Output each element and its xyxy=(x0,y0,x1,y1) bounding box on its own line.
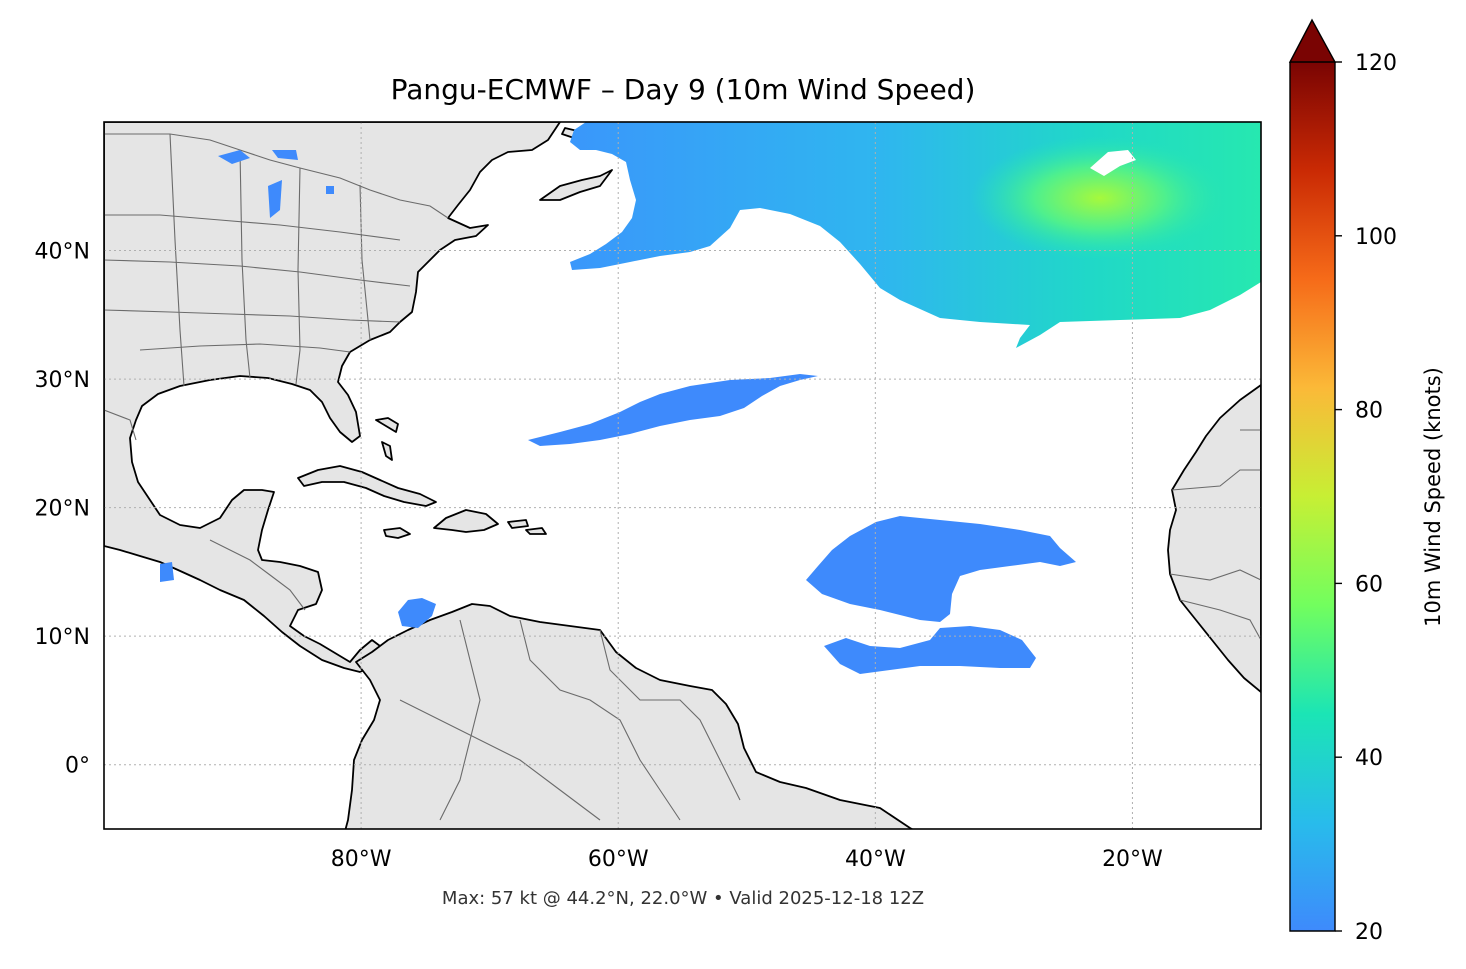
lon-tick-label: 40°W xyxy=(845,847,906,872)
wind-region-great-lakes-2 xyxy=(272,150,298,160)
lat-tick-label: 20°N xyxy=(35,497,90,522)
border-layer xyxy=(104,133,1261,821)
lon-tick-label: 80°W xyxy=(331,847,392,872)
border-mexico xyxy=(104,409,137,441)
map-frame xyxy=(103,121,1262,830)
land-nova-scotia xyxy=(539,169,613,201)
land-puerto-rico xyxy=(507,519,529,529)
colorbar-tick-label: 80 xyxy=(1355,399,1383,424)
colorbar-tick-label: 120 xyxy=(1355,51,1397,76)
land-bahamas-3 xyxy=(525,527,547,535)
colorbar-ticks: 20 40 60 80 100 120 xyxy=(1335,51,1397,945)
land-bahamas xyxy=(375,417,399,433)
border-states-v3 xyxy=(295,167,301,385)
wind-jet-core xyxy=(970,136,1230,260)
border-sa-1 xyxy=(439,619,481,821)
colorbar-gradient xyxy=(1290,62,1335,931)
border-states-v4 xyxy=(359,184,371,341)
land-jamaica xyxy=(383,527,411,539)
land-south-america xyxy=(344,603,914,829)
latitude-labels: 0° 10°N 20°N 30°N 40°N xyxy=(35,240,90,779)
border-sa-4 xyxy=(399,699,601,821)
border-states-v1 xyxy=(169,133,185,387)
wind-calm-hole xyxy=(1090,150,1136,176)
lat-tick-label: 40°N xyxy=(35,240,90,265)
wind-region-great-lakes-3 xyxy=(268,180,282,218)
colorbar-tick-label: 60 xyxy=(1355,572,1383,597)
colorbar-tick-label: 100 xyxy=(1355,225,1397,250)
colorbar-tick-label: 20 xyxy=(1355,920,1383,945)
colorbar-tick-label: 40 xyxy=(1355,746,1383,771)
land-hispaniola xyxy=(433,509,499,533)
border-states-1 xyxy=(104,214,401,241)
land-africa xyxy=(1167,384,1261,693)
longitude-labels: 80°W 60°W 40°W 20°W xyxy=(331,847,1163,872)
border-africa-3 xyxy=(1179,599,1261,641)
lon-tick-label: 60°W xyxy=(588,847,649,872)
max-wind-footnote: Max: 57 kt @ 44.2°N, 22.0°W • Valid 2025… xyxy=(442,888,924,909)
wind-region-trade-south xyxy=(824,626,1036,674)
border-states-v2 xyxy=(239,149,251,379)
wind-field-layer xyxy=(160,122,1261,674)
map-title: Pangu-ECMWF – Day 9 (10m Wind Speed) xyxy=(391,73,976,106)
lat-tick-label: 0° xyxy=(65,754,90,779)
wind-region-subtropical xyxy=(528,374,818,446)
lat-tick-label: 30°N xyxy=(35,368,90,393)
border-africa-1 xyxy=(1171,469,1261,491)
border-states-2 xyxy=(104,259,411,287)
map-area[interactable] xyxy=(104,122,1261,850)
colorbar-frame xyxy=(1289,62,1336,932)
lat-tick-label: 10°N xyxy=(35,625,90,650)
lon-tick-label: 20°W xyxy=(1102,847,1163,872)
border-sa-2 xyxy=(519,619,681,821)
land-cuba xyxy=(297,465,437,507)
border-sa-3 xyxy=(599,629,741,801)
wind-region-great-lakes-4 xyxy=(326,186,334,194)
colorbar-label: 10m Wind Speed (knots) xyxy=(1421,367,1445,627)
wind-region-gulf-pacific xyxy=(160,562,174,582)
land-bahamas-2 xyxy=(381,441,393,461)
border-central-america xyxy=(209,539,306,611)
colorbar-extend-arrow xyxy=(1288,18,1337,63)
border-africa-2 xyxy=(1169,569,1261,581)
wind-region-caribbean xyxy=(398,598,436,628)
border-states-3 xyxy=(104,309,401,323)
wind-region-trade-north xyxy=(806,516,1076,622)
colorbar: 20 40 60 80 100 120 10m Wind Speed (knots) xyxy=(1288,18,1445,945)
border-states-4 xyxy=(139,343,351,353)
wind-region-great-lakes-1 xyxy=(218,150,250,164)
